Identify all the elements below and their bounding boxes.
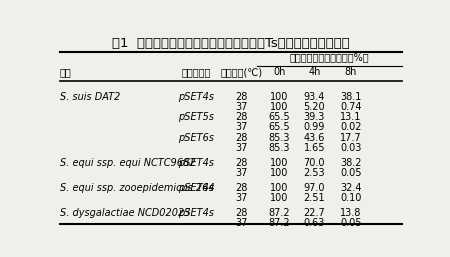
Text: S. dysgalactiae NCD02023: S. dysgalactiae NCD02023 — [60, 207, 190, 217]
Text: 0.02: 0.02 — [340, 122, 362, 132]
Text: 37: 37 — [235, 193, 248, 203]
Text: 85.3: 85.3 — [269, 143, 290, 153]
Text: 100: 100 — [270, 91, 288, 102]
Text: pSET4s: pSET4s — [178, 91, 214, 102]
Text: 1.65: 1.65 — [304, 143, 325, 153]
Text: 39.3: 39.3 — [304, 112, 325, 122]
Text: 100: 100 — [270, 193, 288, 203]
Text: S. equi ssp. equi NCTC9682: S. equi ssp. equi NCTC9682 — [60, 158, 195, 168]
Text: 0.05: 0.05 — [340, 168, 362, 178]
Text: 0.63: 0.63 — [304, 218, 325, 228]
Text: 37: 37 — [235, 143, 248, 153]
Text: 37: 37 — [235, 102, 248, 112]
Text: 100: 100 — [270, 158, 288, 168]
Text: 13.1: 13.1 — [340, 112, 362, 122]
Text: 0h: 0h — [273, 67, 286, 77]
Text: 培養温度(℃): 培養温度(℃) — [220, 67, 262, 77]
Text: 0.10: 0.10 — [340, 193, 362, 203]
Text: 0.03: 0.03 — [340, 143, 362, 153]
Text: 22.7: 22.7 — [303, 207, 325, 217]
Text: 87.2: 87.2 — [269, 218, 290, 228]
Text: 株名: 株名 — [60, 67, 72, 77]
Text: 97.0: 97.0 — [304, 182, 325, 192]
Text: 37: 37 — [235, 168, 248, 178]
Text: 28: 28 — [235, 182, 248, 192]
Text: 0.99: 0.99 — [304, 122, 325, 132]
Text: 4h: 4h — [308, 67, 320, 77]
Text: 28: 28 — [235, 207, 248, 217]
Text: 2.53: 2.53 — [303, 168, 325, 178]
Text: 43.6: 43.6 — [304, 133, 325, 143]
Text: 13.8: 13.8 — [340, 207, 362, 217]
Text: 0.74: 0.74 — [340, 102, 362, 112]
Text: 85.3: 85.3 — [269, 133, 290, 143]
Text: 93.4: 93.4 — [304, 91, 325, 102]
Text: 表1  異なる培養温度および時間におけるTsベクター脱落の割合: 表1 異なる培養温度および時間におけるTsベクター脱落の割合 — [112, 37, 350, 50]
Text: 70.0: 70.0 — [304, 158, 325, 168]
Text: pSET6s: pSET6s — [178, 133, 214, 143]
Text: 32.4: 32.4 — [340, 182, 362, 192]
Text: 17.7: 17.7 — [340, 133, 362, 143]
Text: 65.5: 65.5 — [269, 112, 290, 122]
Text: プラスミド: プラスミド — [181, 67, 211, 77]
Text: pSET4s: pSET4s — [178, 158, 214, 168]
Text: 28: 28 — [235, 91, 248, 102]
Text: pSET5s: pSET5s — [178, 112, 214, 122]
Text: 65.5: 65.5 — [269, 122, 290, 132]
Text: pSET4s: pSET4s — [178, 207, 214, 217]
Text: 37: 37 — [235, 122, 248, 132]
Text: 0.05: 0.05 — [340, 218, 362, 228]
Text: 28: 28 — [235, 133, 248, 143]
Text: 2.51: 2.51 — [303, 193, 325, 203]
Text: S. equi ssp. zooepidemicus 264: S. equi ssp. zooepidemicus 264 — [60, 182, 214, 192]
Text: 抗生物質耐性菌の割合（%）: 抗生物質耐性菌の割合（%） — [289, 52, 369, 62]
Text: 5.20: 5.20 — [303, 102, 325, 112]
Text: 100: 100 — [270, 182, 288, 192]
Text: S. suis DAT2: S. suis DAT2 — [60, 91, 120, 102]
Text: 28: 28 — [235, 112, 248, 122]
Text: 100: 100 — [270, 168, 288, 178]
Text: 37: 37 — [235, 218, 248, 228]
Text: 100: 100 — [270, 102, 288, 112]
Text: pSET4s: pSET4s — [178, 182, 214, 192]
Text: 8h: 8h — [345, 67, 357, 77]
Text: 38.2: 38.2 — [340, 158, 362, 168]
Text: 28: 28 — [235, 158, 248, 168]
Text: 38.1: 38.1 — [340, 91, 362, 102]
Text: 87.2: 87.2 — [269, 207, 290, 217]
